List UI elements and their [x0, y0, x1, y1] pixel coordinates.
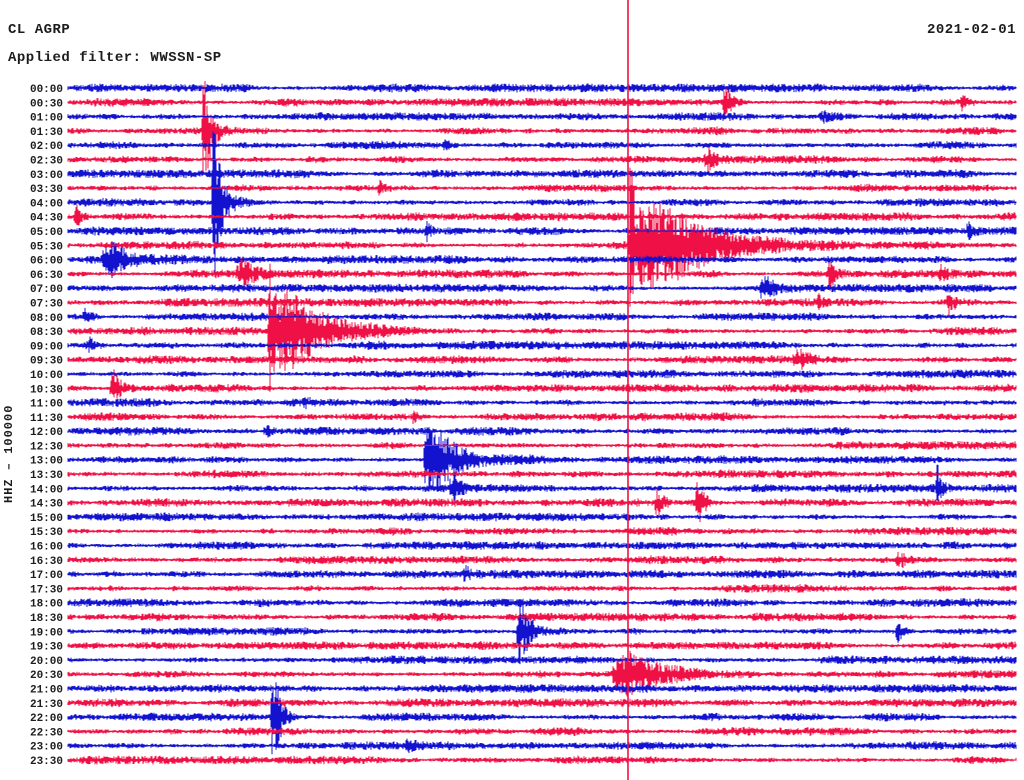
time-label: 12:30 [30, 441, 63, 453]
time-label: 00:00 [30, 84, 63, 96]
trace-row-0800 [67, 307, 1017, 322]
time-label: 02:00 [30, 141, 63, 153]
time-label: 14:30 [30, 499, 63, 511]
time-label: 23:00 [30, 742, 63, 754]
time-label: 13:30 [30, 470, 63, 482]
time-label: 18:30 [30, 613, 63, 625]
trace-row-1400 [67, 464, 1017, 505]
trace-row-0700 [67, 276, 1017, 299]
time-label: 17:30 [30, 584, 63, 596]
time-label: 04:30 [30, 213, 63, 225]
time-label: 09:00 [30, 341, 63, 353]
time-label: 10:30 [30, 384, 63, 396]
time-label: 21:00 [30, 685, 63, 697]
time-label: 13:00 [30, 456, 63, 468]
time-label: 16:00 [30, 542, 63, 554]
time-label: 18:00 [30, 599, 63, 611]
time-label: 21:30 [30, 699, 63, 711]
trace-row-1700 [67, 565, 1017, 582]
time-label: 03:00 [30, 170, 63, 182]
time-label: 06:30 [30, 270, 63, 282]
time-label: 15:00 [30, 513, 63, 525]
time-label: 09:30 [30, 356, 63, 368]
time-label: 15:30 [30, 527, 63, 539]
trace-row-0430 [67, 204, 1017, 226]
time-label: 07:00 [30, 284, 63, 296]
time-label: 23:30 [30, 756, 63, 768]
record-date: 2021-02-01 [926, 22, 1016, 38]
time-label: 17:00 [30, 570, 63, 582]
time-label: 08:30 [30, 327, 63, 339]
time-label: 20:00 [30, 656, 63, 668]
time-label: 12:00 [30, 427, 63, 439]
time-label: 05:00 [30, 227, 63, 239]
time-label: 14:00 [30, 484, 63, 496]
time-label: 00:30 [30, 98, 63, 110]
time-label: 07:30 [30, 299, 63, 311]
time-label: 22:00 [30, 713, 63, 725]
time-label: 01:00 [30, 113, 63, 125]
trace-row-0730 [67, 293, 1017, 316]
time-label: 05:30 [30, 241, 63, 253]
time-label: 02:30 [30, 156, 63, 168]
time-label: 08:00 [30, 313, 63, 325]
trace-row-0900 [67, 336, 1017, 353]
time-label: 01:30 [30, 127, 63, 139]
time-label: 06:00 [30, 256, 63, 268]
time-label: 11:00 [30, 399, 63, 411]
time-label: 20:30 [30, 670, 63, 682]
time-label: 22:30 [30, 727, 63, 739]
applied-filter-label: Applied filter: WWSSN-SP [8, 50, 222, 66]
station-code: CL AGRP [8, 22, 71, 38]
time-label: 16:30 [30, 556, 63, 568]
time-label: 04:00 [30, 198, 63, 210]
time-label: 03:30 [30, 184, 63, 196]
time-label: 19:30 [30, 642, 63, 654]
time-label: 19:00 [30, 627, 63, 639]
time-label: 11:30 [30, 413, 63, 425]
time-label: 10:00 [30, 370, 63, 382]
